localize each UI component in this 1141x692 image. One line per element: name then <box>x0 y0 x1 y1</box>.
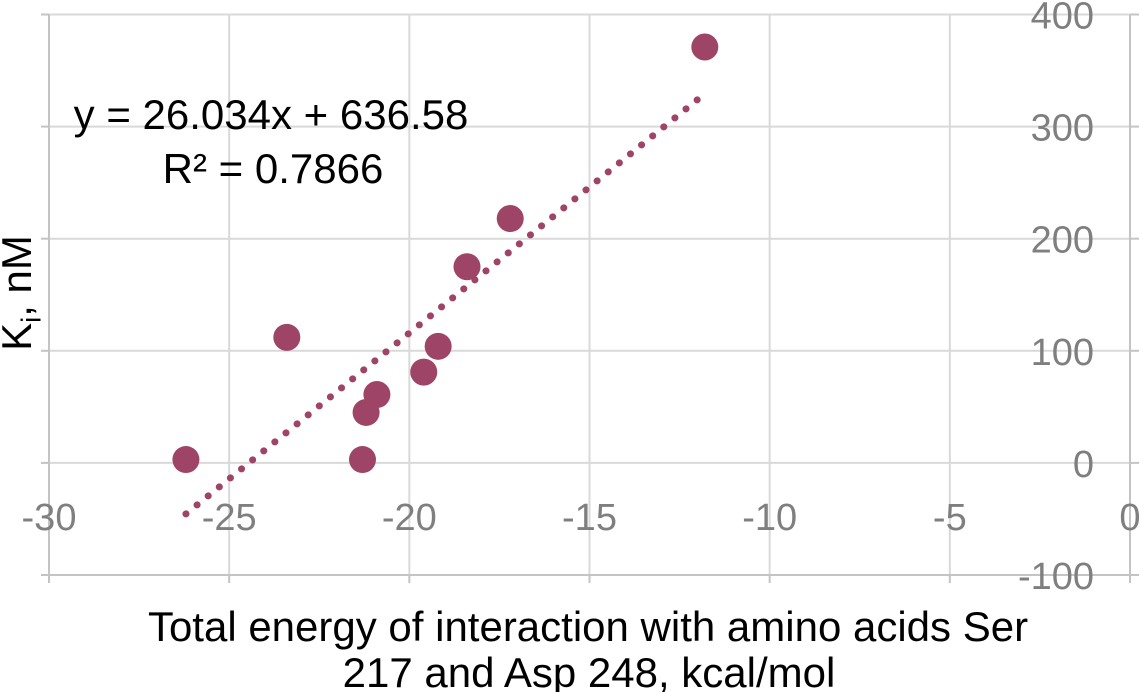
y-tick-label: 300 <box>1031 108 1094 150</box>
trendline <box>182 94 703 518</box>
x-axis-title-line1: Total energy of interaction with amino a… <box>147 603 1029 650</box>
x-tick-label: -10 <box>742 497 797 539</box>
x-tick-label: -20 <box>382 497 437 539</box>
x-axis-title-line2: 217 and Asp 248, kcal/mol <box>342 649 836 692</box>
y-tick-label: 0 <box>1073 444 1094 486</box>
data-point <box>453 253 481 281</box>
y-axis-title-units: , nM <box>0 235 40 317</box>
x-tick-label: -30 <box>22 497 77 539</box>
x-tick-label: 0 <box>1119 497 1140 539</box>
data-point <box>496 205 524 233</box>
y-axis-title-main: K <box>0 323 40 351</box>
y-tick-label: -100 <box>1018 556 1094 598</box>
x-tick-label: -5 <box>933 497 967 539</box>
data-point <box>172 446 200 474</box>
y-tick-label: 200 <box>1031 220 1094 262</box>
x-tick-label: -25 <box>202 497 257 539</box>
data-point <box>424 332 452 360</box>
r-squared-label: R² = 0.7866 <box>162 145 384 192</box>
y-axis-title-subscript: i <box>15 316 47 323</box>
x-tick-label: -15 <box>562 497 617 539</box>
data-point <box>410 358 438 386</box>
y-tick-label: 400 <box>1031 0 1094 38</box>
y-tick-label: 100 <box>1031 332 1094 374</box>
data-point <box>273 323 301 351</box>
y-axis-title: Ki, nM <box>0 235 46 351</box>
trendline-equation-label: y = 26.034x + 636.58 <box>73 91 469 138</box>
data-point <box>363 381 391 409</box>
data-point <box>691 33 719 61</box>
data-point <box>348 446 376 474</box>
